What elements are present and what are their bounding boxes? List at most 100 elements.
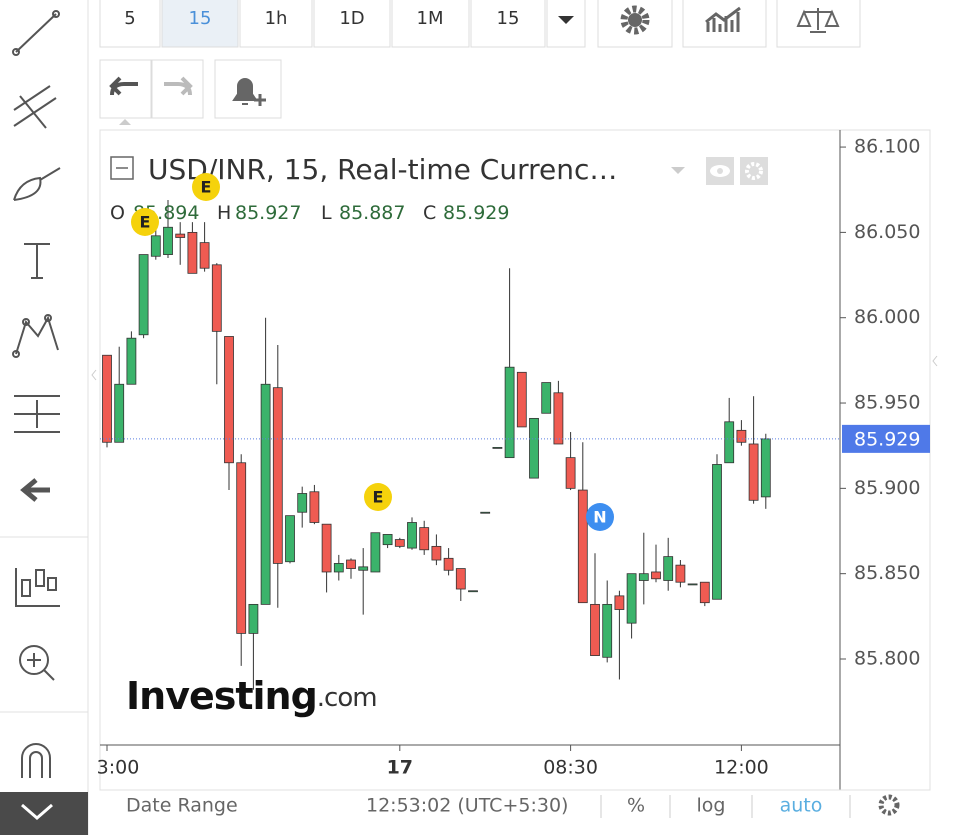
watermark: Investing.com [126,674,377,718]
candle-body [297,493,308,513]
interval-button[interactable] [99,0,161,48]
candle-body [358,566,369,571]
interval-label: 1M [417,8,444,29]
series-settings-icon [745,162,763,180]
candle-body [687,583,698,586]
candle-body [614,595,625,610]
candle-body [394,539,405,547]
interval-label: 1h [265,8,288,29]
undo-button[interactable] [99,59,152,119]
ohlc-value: 85.929 [443,202,509,224]
event-label: N [593,508,606,527]
dropdown-arrow [558,16,574,24]
redo-button[interactable] [151,59,204,119]
date-range[interactable]: Date Range [126,795,238,817]
ohlc-label: H [217,202,231,224]
interval-button[interactable] [239,0,313,48]
visibility-icon [717,168,723,174]
indicators[interactable] [15,568,60,607]
candle-body [187,231,198,274]
alert-icon [232,78,258,105]
candle-body [492,446,503,449]
settings-icon [628,13,642,27]
candle-body [553,392,564,445]
candle-body [138,254,149,336]
ohlc-value: 85.887 [339,202,405,224]
event-badge[interactable]: E [131,208,159,236]
left-toolbar [0,0,89,835]
candle-body [370,532,381,573]
watermark-domain: .com [317,683,377,713]
hide-tools[interactable] [20,478,50,502]
candle-body [699,581,710,604]
interval-label: 15 [497,8,520,29]
trend-line-tool[interactable] [12,10,60,56]
y-tick-label: 86.000 [854,306,920,328]
x-tick-label: 08:30 [543,757,598,779]
bottom-bar: Date Range 12:53:02 (UTC+5:30) % log aut… [100,789,930,818]
event-label: E [373,488,384,507]
event-badge[interactable]: N [586,503,614,531]
collapse-arrow[interactable] [91,369,97,381]
interval-button[interactable] [470,0,546,48]
expand-arrow[interactable] [932,355,938,367]
last-price-box [842,424,930,453]
candle-body [285,515,295,563]
x-tick-label: 3:00 [97,757,140,779]
candle-body [626,573,637,624]
interval-button[interactable] [313,0,391,48]
candle-body [602,603,613,658]
candle-body [199,242,210,269]
axes: 86.100 86.050 86.000 85.950 85.900 85.850 85.8… [97,136,930,779]
candle-body [638,573,649,581]
pattern-tool[interactable] [12,314,59,358]
redo-icon [164,76,193,96]
interval-button[interactable] [161,0,239,48]
candle-body [346,559,356,569]
candle-body [114,383,125,443]
title-dropdown[interactable] [671,167,685,174]
candle-body [248,603,259,634]
ohlc-value: 85.927 [235,202,301,224]
last-price-label: 85.929 [854,428,920,450]
percent-toggle[interactable]: % [627,795,645,817]
compare-icon [796,8,840,33]
ohlc-label: C [423,202,436,224]
event-badge[interactable]: E [192,173,220,201]
fib-tool[interactable] [14,395,60,433]
zoom[interactable] [19,645,55,681]
candle-body [565,457,576,489]
event-badge[interactable]: E [364,483,392,511]
auto-toggle[interactable]: auto [780,795,823,817]
candle-body [480,511,491,514]
log-toggle[interactable]: log [697,795,726,817]
alert-plus [254,94,266,106]
interval-button[interactable] [391,0,470,48]
channel-tool[interactable] [13,85,57,129]
candle-body [236,462,247,634]
candle-body [724,421,735,464]
text-tool[interactable] [24,243,50,279]
candle-body [102,354,112,443]
scale-settings[interactable] [878,794,900,816]
candle-body [675,564,686,583]
candle-body [333,563,344,573]
collapse-icon [21,803,53,820]
undo-icon [109,76,138,96]
indicators-icon [705,6,741,32]
series-settings-button[interactable] [740,157,768,185]
brush-tool[interactable] [13,167,61,201]
interval-label: 1D [339,8,364,29]
candle-body [309,491,320,523]
clock: 12:53:02 (UTC+5:30) [366,795,568,817]
candle-body [529,417,539,479]
candle-body [590,603,600,656]
candle-body [443,557,454,571]
ohlc-label: L [321,202,332,224]
magnet[interactable] [21,743,51,778]
x-tick-label: 17 [387,757,413,779]
candle-body [272,387,283,564]
candle-body [736,429,747,443]
